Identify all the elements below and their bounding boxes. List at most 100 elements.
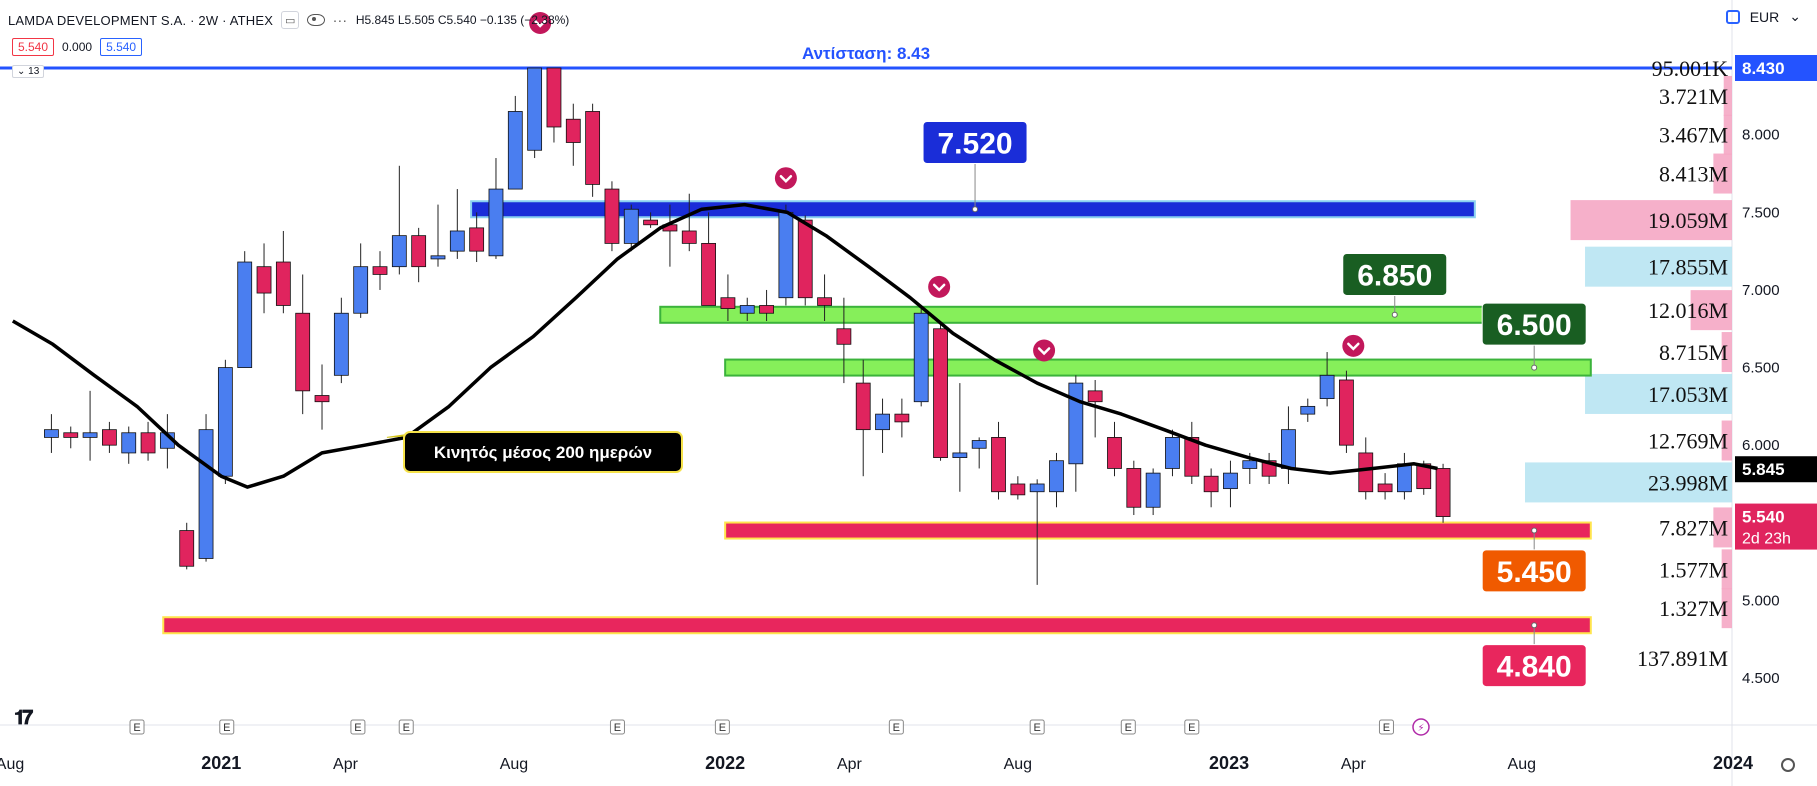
candle (507, 95, 523, 190)
candle (1339, 370, 1354, 453)
candle (63, 426, 79, 449)
candle-body (333, 312, 349, 376)
candle (449, 189, 465, 259)
candle-body (1300, 405, 1316, 415)
candle (604, 181, 620, 252)
volume-profile-label: 95.001K (1652, 56, 1729, 81)
indicators-toggle[interactable]: ⌄ 13 (12, 65, 45, 78)
candle (585, 103, 601, 197)
candle (701, 212, 716, 306)
svg-text:E: E (893, 722, 900, 734)
candle (952, 383, 968, 492)
candle (1223, 460, 1238, 508)
resistance-label: Αντίσταση: 8.43 (802, 44, 930, 63)
level-band (724, 358, 1592, 377)
candle (546, 67, 562, 143)
candle-body (449, 230, 465, 252)
candle-body (1126, 468, 1142, 508)
level-band (724, 521, 1592, 540)
settings-gear-icon[interactable] (1781, 758, 1795, 772)
candle (875, 398, 890, 453)
time-tick-label: Aug (0, 756, 24, 773)
candle (1300, 398, 1316, 422)
candle-body (701, 242, 716, 306)
candle-body (778, 211, 794, 299)
candle (391, 165, 407, 275)
candle-body (952, 452, 968, 458)
candle-body (546, 67, 562, 128)
level-pill-label: 5.450 (1497, 556, 1572, 589)
volume-profile-label: 12.016M (1648, 298, 1728, 323)
chevron-down-marker-icon (529, 11, 552, 34)
volume-profile-label: 23.998M (1648, 470, 1728, 495)
svg-text:E: E (1383, 722, 1390, 734)
earnings-mark: E (888, 719, 904, 735)
volume-profile-bar (1690, 290, 1732, 331)
buy-price[interactable]: 5.540 (100, 38, 143, 56)
candle (1107, 421, 1122, 477)
candle (1010, 476, 1026, 500)
svg-text:E: E (354, 722, 361, 734)
candle-body (604, 188, 620, 244)
candle (488, 158, 504, 259)
level-pill-label: 4.840 (1497, 651, 1572, 684)
candle (894, 398, 910, 438)
candle (102, 421, 117, 453)
eye-icon[interactable] (307, 14, 326, 26)
candle-body (565, 118, 581, 143)
volume-profile-bar (1713, 507, 1732, 548)
volume-profile-bar (1713, 153, 1732, 194)
sell-price[interactable]: 5.540 (12, 38, 55, 56)
price-tick-label: 8.000 (1742, 127, 1780, 144)
candle (1203, 468, 1219, 508)
candle (913, 305, 929, 407)
symbol-title[interactable]: LAMDA DEVELOPMENT S.A. · 2W · ATHEX (8, 12, 274, 28)
candle (991, 421, 1006, 500)
svg-text:E: E (1125, 722, 1132, 734)
time-tick-label: Aug (1004, 756, 1032, 773)
volume-profile-label: 17.855M (1648, 255, 1728, 280)
level-pill-label: 6.500 (1497, 309, 1572, 342)
candle (817, 274, 832, 322)
candle (198, 414, 214, 562)
candle-body (643, 219, 659, 226)
candle-body (256, 266, 272, 294)
candle-body (759, 305, 774, 314)
candle-body (1203, 475, 1219, 493)
svg-text:E: E (719, 722, 726, 734)
more-dots-icon[interactable]: ∙∙∙ (333, 12, 348, 28)
quote-row: 5.540 0.000 5.540 (12, 38, 143, 56)
price-tick-label: 5.000 (1742, 592, 1780, 609)
time-tick-label: Apr (333, 756, 359, 773)
time-tick-label: 2021 (201, 753, 241, 773)
candle (565, 103, 581, 166)
currency-selector[interactable]: EUR ⌄ (1725, 8, 1801, 25)
earnings-mark: E (609, 719, 625, 735)
compare-icon[interactable] (1725, 9, 1740, 24)
candle (1397, 452, 1412, 500)
candle-body (1184, 437, 1200, 477)
level-pill (1481, 644, 1587, 688)
time-tick-label: Apr (837, 756, 863, 773)
indicator-count: 13 (28, 66, 40, 77)
svg-text:E: E (223, 722, 230, 734)
time-tick-label: Aug (500, 756, 528, 773)
level-pill-label: 6.850 (1357, 259, 1432, 292)
candle-body (1435, 468, 1451, 517)
candle-body (430, 255, 446, 260)
candle-body (1068, 382, 1084, 465)
candle-body (275, 261, 291, 306)
candle (681, 193, 697, 252)
candle (256, 243, 272, 314)
candle-body (469, 227, 485, 252)
chevron-down-marker-icon (774, 167, 797, 190)
candle-body (1377, 483, 1393, 493)
candle-body (1242, 460, 1258, 469)
candle (527, 67, 543, 159)
candle (759, 289, 774, 322)
time-tick-label: Aug (1508, 756, 1536, 773)
level-pill (1481, 302, 1587, 346)
candle-body (894, 413, 910, 423)
collapse-icon[interactable]: ▭ (281, 11, 300, 29)
